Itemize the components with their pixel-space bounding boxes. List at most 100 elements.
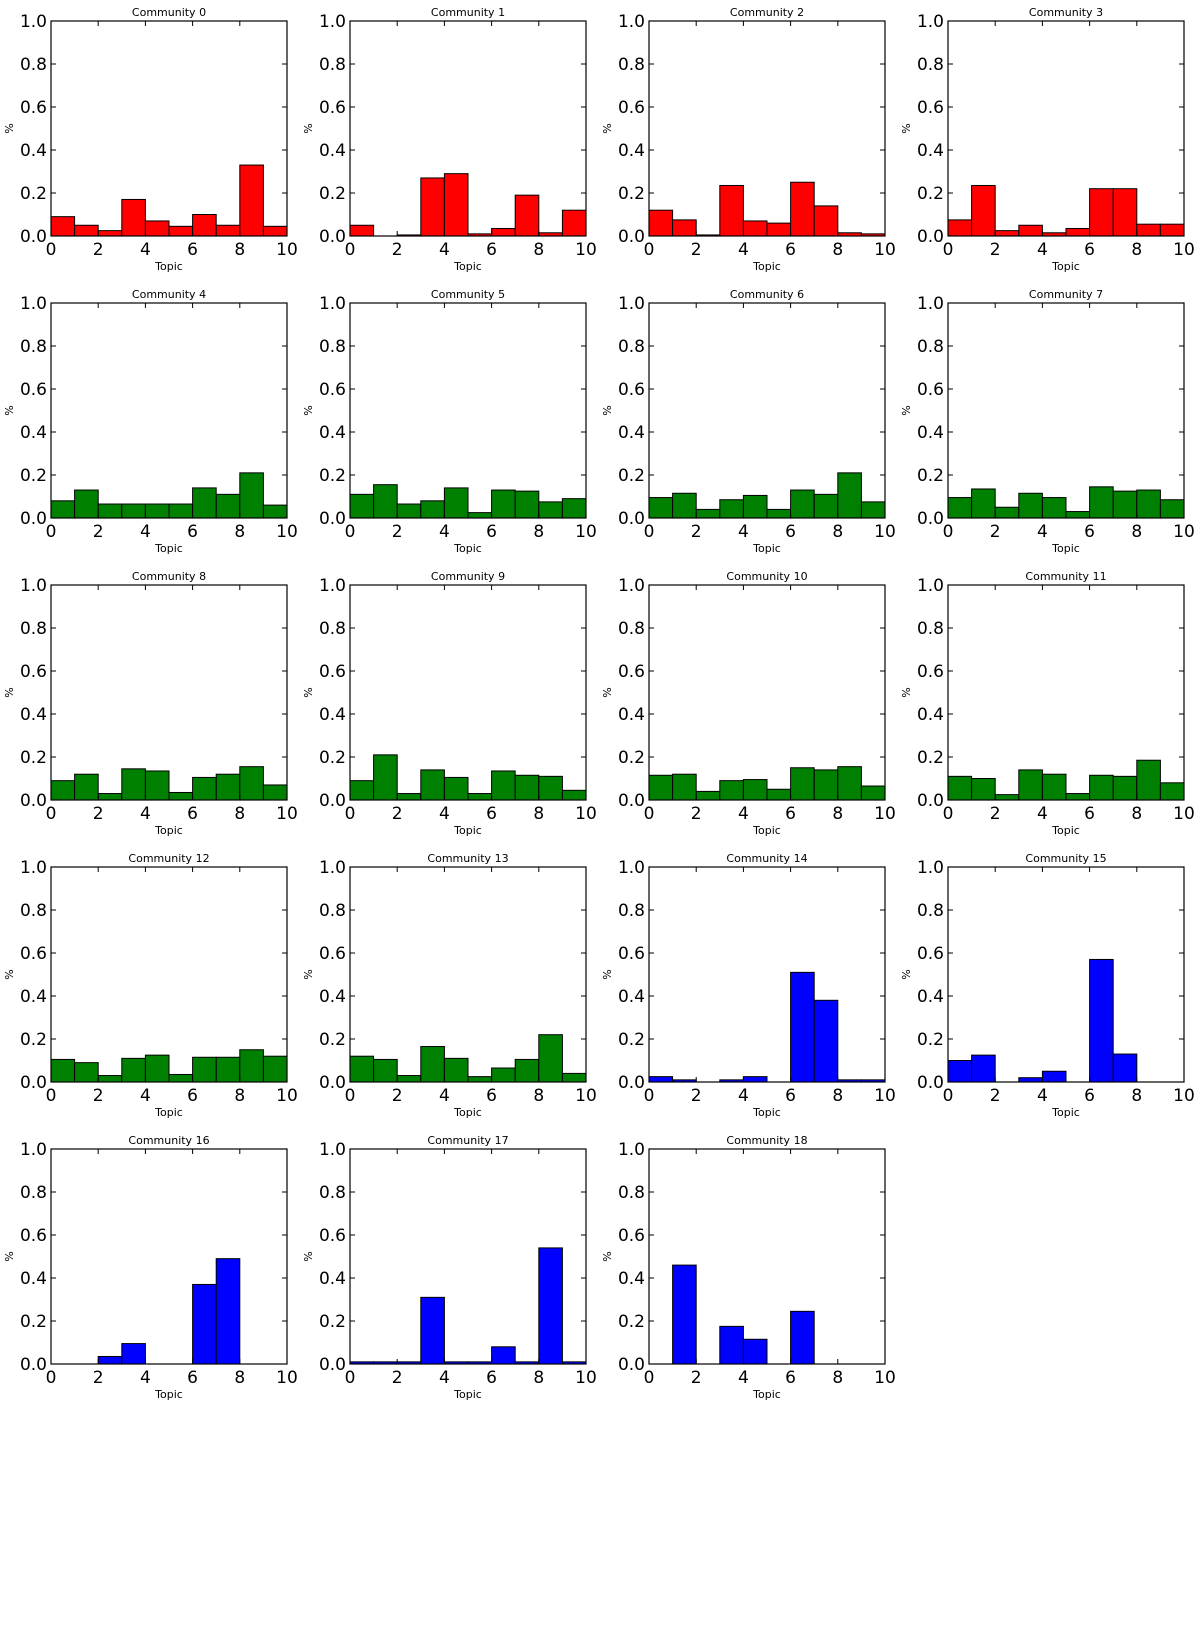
x-tick-label: 6 [1084,240,1095,260]
y-tick-label: 0.0 [20,227,47,247]
y-tick-label: 0.2 [20,1030,47,1050]
y-axis-label: % [3,405,16,415]
y-tick-label: 0.4 [319,141,346,161]
bar [420,500,445,519]
bar [1136,489,1161,519]
y-tick-label: 0.8 [319,1183,346,1203]
y-tick-label: 0.0 [618,1355,645,1375]
y-tick-label: 0.8 [618,337,645,357]
bar [121,1343,146,1365]
bar [1041,1070,1067,1083]
y-tick-label: 0.6 [319,662,346,682]
bar [672,1264,697,1365]
x-axis-label: Topic [752,824,781,837]
x-tick-label: 0 [644,1086,655,1106]
chart-title: Community 6 [730,288,804,301]
x-tick-label: 2 [392,522,403,542]
bar [74,224,99,237]
bar [215,773,241,801]
y-tick-label: 0.2 [618,466,645,486]
y-axis-label: % [900,123,913,133]
bar [420,1296,445,1365]
bar [790,767,815,801]
y-tick-label: 0.8 [917,619,944,639]
y-tick-label: 0.2 [319,1030,346,1050]
x-tick-label: 10 [575,1086,597,1106]
bar [420,1046,445,1083]
bar [1018,492,1043,519]
y-tick-label: 0.4 [319,1269,346,1289]
y-axis-label: % [900,687,913,697]
bar [74,1062,99,1083]
x-tick-label: 0 [345,240,356,260]
y-tick-label: 0.0 [618,509,645,529]
x-tick-label: 6 [486,1368,497,1388]
plot-frame [648,20,886,237]
y-tick-label: 1.0 [319,12,346,32]
x-tick-label: 2 [392,804,403,824]
y-tick-label: 0.0 [917,791,944,811]
y-axis-label: % [601,123,614,133]
x-tick-label: 6 [785,804,796,824]
bar [192,1283,217,1365]
bar [443,1057,469,1083]
plot-frame [50,20,288,237]
x-tick-label: 2 [691,1368,702,1388]
y-tick-label: 1.0 [917,12,944,32]
y-tick-label: 0.8 [20,55,47,75]
y-tick-label: 0.8 [917,55,944,75]
y-tick-label: 0.8 [20,619,47,639]
x-tick-label: 6 [1084,804,1095,824]
x-tick-label: 0 [943,522,954,542]
chart-panel: Community 8 0 2 4 6 8 10 0.0 0.2 0.4 0.6 0.8 1.0 Topi… [3,570,298,837]
y-tick-label: 0.6 [618,98,645,118]
chart-title: Community 16 [128,1134,209,1147]
bar [971,488,996,519]
y-tick-label: 0.0 [618,227,645,247]
x-tick-label: 4 [140,1086,151,1106]
x-tick-label: 6 [486,240,497,260]
y-tick-label: 0.0 [20,509,47,529]
y-axis-label: % [900,969,913,979]
bar [561,209,587,237]
x-axis-label: Topic [453,260,482,273]
chart-panel: Community 5 0 2 4 6 8 10 0.0 0.2 0.4 0.6 0.8 1.0 Topi… [302,288,597,555]
bar [514,490,540,519]
y-tick-label: 0.0 [917,509,944,529]
bar [168,225,194,237]
chart-panel: Community 15 0 2 4 6 8 10 0.0 0.2 0.4 0.6 0.8 1.0 Top… [900,852,1195,1119]
x-tick-label: 10 [874,240,896,260]
x-tick-label: 6 [486,1086,497,1106]
x-tick-label: 6 [187,1368,198,1388]
y-tick-label: 0.0 [319,791,346,811]
bar [514,774,540,801]
chart-title: Community 3 [1029,6,1103,19]
plot-frame [648,584,886,801]
chart-panel: Community 17 0 2 4 6 8 10 0.0 0.2 0.4 0.6 0.8 1.0 Top… [302,1134,597,1401]
y-tick-label: 0.4 [319,423,346,443]
chart-title: Community 1 [431,6,505,19]
y-tick-label: 0.6 [618,1226,645,1246]
chart-title: Community 15 [1025,852,1106,865]
y-tick-label: 0.0 [20,1355,47,1375]
y-tick-label: 0.4 [917,705,944,725]
bar [239,164,264,237]
chart-panel: Community 9 0 2 4 6 8 10 0.0 0.2 0.4 0.6 0.8 1.0 Topi… [302,570,597,837]
y-tick-label: 0.0 [917,1073,944,1093]
y-tick-label: 0.2 [20,184,47,204]
bar [349,1055,375,1083]
plot-frame [349,584,587,801]
bar [860,785,886,801]
bar [262,1055,288,1083]
bar [1112,188,1138,237]
bar [538,775,563,801]
x-tick-label: 0 [46,1086,57,1106]
bar [420,769,445,801]
plot-frame [947,866,1185,1083]
y-tick-label: 0.0 [618,1073,645,1093]
x-tick-label: 8 [234,804,245,824]
y-tick-label: 0.2 [917,1030,944,1050]
bar [648,774,674,801]
bar [349,493,375,519]
bar [121,198,146,237]
